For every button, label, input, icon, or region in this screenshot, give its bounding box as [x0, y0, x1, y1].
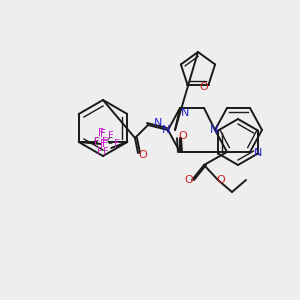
- Text: O: O: [178, 131, 188, 141]
- Text: F: F: [114, 139, 120, 149]
- Text: F: F: [100, 139, 106, 149]
- Text: N: N: [254, 148, 262, 158]
- Text: O: O: [199, 82, 208, 92]
- Text: F: F: [100, 129, 106, 139]
- Text: F: F: [102, 139, 108, 149]
- Text: O: O: [184, 175, 194, 185]
- Text: C: C: [94, 137, 100, 146]
- Text: N: N: [181, 108, 189, 118]
- Text: N: N: [162, 125, 170, 135]
- Text: O: O: [217, 175, 225, 185]
- Text: C: C: [106, 137, 112, 146]
- Text: N: N: [210, 125, 218, 135]
- Text: F: F: [100, 129, 106, 139]
- Text: F: F: [97, 147, 103, 157]
- Text: F: F: [94, 137, 100, 147]
- Text: F: F: [98, 128, 104, 138]
- Text: F: F: [103, 147, 109, 157]
- Text: O: O: [139, 150, 147, 160]
- Text: F: F: [100, 139, 106, 149]
- Text: F: F: [102, 137, 108, 147]
- Text: F: F: [108, 131, 114, 141]
- Text: N: N: [154, 118, 162, 128]
